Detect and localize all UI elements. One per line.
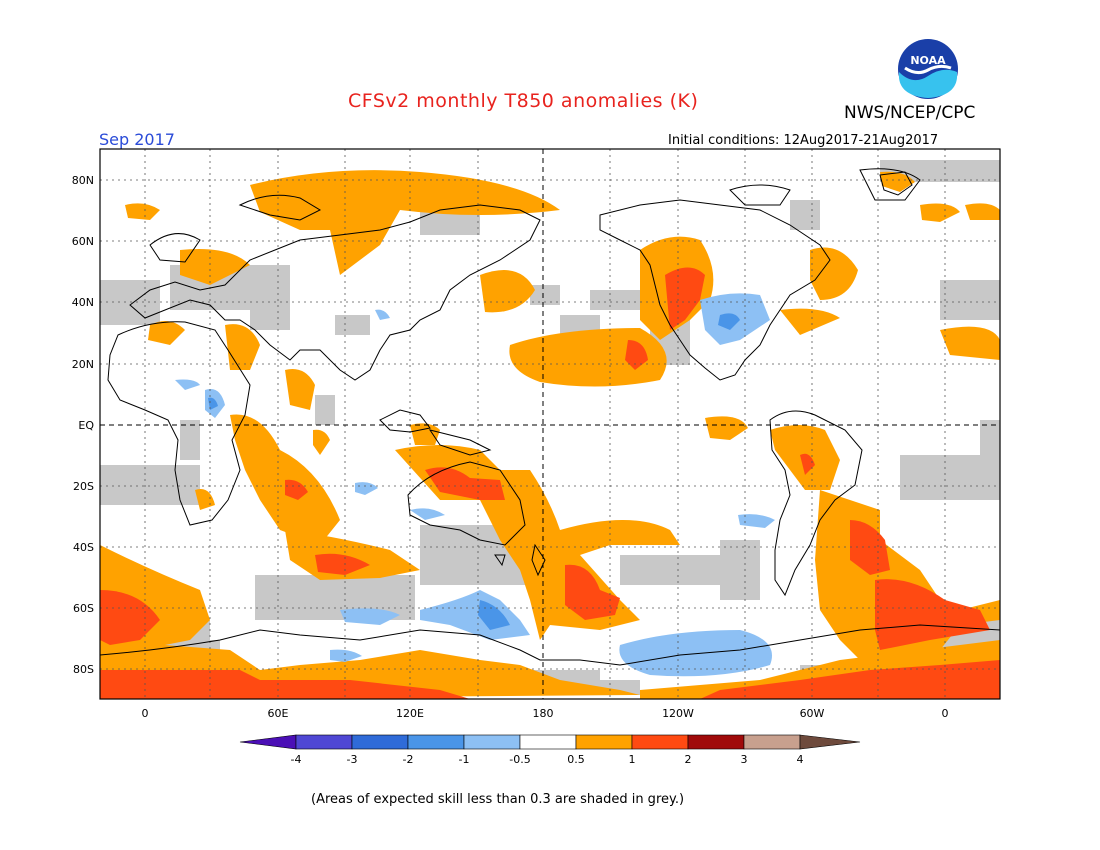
reference-lines (100, 149, 1000, 699)
colorbar: -4 -3 -2 -1 -0.5 0.5 1 2 3 4 (239, 734, 861, 766)
logo-text: NOAA (910, 54, 946, 67)
colorbar-tick: 4 (797, 753, 804, 766)
colorbar-segment (631, 734, 689, 750)
colorbar-arrow-left (239, 734, 297, 750)
longitude-labels: 0 60E 120E 180 120W 60W 0 (142, 707, 949, 720)
lon-label: 120E (396, 707, 424, 720)
strong-warm-anomaly-areas (100, 267, 1000, 699)
colorbar-tick: 1 (629, 753, 636, 766)
lat-label: 60N (72, 235, 94, 248)
lat-label: 80S (73, 663, 94, 676)
lat-label: 40N (72, 296, 94, 309)
coastlines (100, 168, 1000, 666)
colorbar-segment (575, 734, 633, 750)
colorbar-segment (295, 734, 353, 750)
colorbar-tick: 3 (741, 753, 748, 766)
footnote: (Areas of expected skill less than 0.3 a… (311, 792, 685, 807)
colorbar-tick: -2 (403, 753, 414, 766)
colorbar-segment (351, 734, 409, 750)
colorbar-segment (407, 734, 465, 750)
lon-label: 0 (942, 707, 949, 720)
colorbar-tick: -0.5 (509, 753, 530, 766)
colorbar-tick: -3 (347, 753, 358, 766)
moderate-cool-anomaly-areas (208, 313, 740, 630)
cool-anomaly-areas (175, 293, 775, 677)
colorbar-segment (463, 734, 521, 750)
lat-label: 80N (72, 174, 94, 187)
forecast-month: Sep 2017 (99, 130, 175, 149)
map-title: CFSv2 monthly T850 anomalies (K) (348, 90, 699, 112)
colorbar-tick: -4 (291, 753, 302, 766)
graticule (100, 149, 1000, 699)
colorbar-segment (687, 734, 745, 750)
lat-label: 20S (73, 480, 94, 493)
agency-label: NWS/NCEP/CPC (844, 103, 976, 123)
colorbar-tick: 2 (685, 753, 692, 766)
colorbar-tick: 0.5 (567, 753, 585, 766)
lon-label: 180 (533, 707, 554, 720)
lat-label: 60S (73, 602, 94, 615)
map-frame (99, 148, 1001, 700)
lon-label: 60W (800, 707, 825, 720)
lon-label: 60E (268, 707, 289, 720)
lon-label: 120W (662, 707, 694, 720)
colorbar-arrow-right (799, 734, 861, 750)
lat-label: EQ (78, 419, 94, 432)
lon-label: 0 (142, 707, 149, 720)
lat-label: 40S (73, 541, 94, 554)
latitude-labels: 80N 60N 40N 20N EQ 20S 40S 60S 80S (72, 174, 95, 676)
colorbar-segment (519, 734, 577, 750)
map-field (100, 149, 1000, 699)
initial-conditions: Initial conditions: 12Aug2017-21Aug2017 (668, 133, 939, 148)
noaa-logo: NOAA (897, 38, 959, 100)
colorbar-tick: -1 (459, 753, 470, 766)
colorbar-segment (743, 734, 801, 750)
lat-label: 20N (72, 358, 94, 371)
